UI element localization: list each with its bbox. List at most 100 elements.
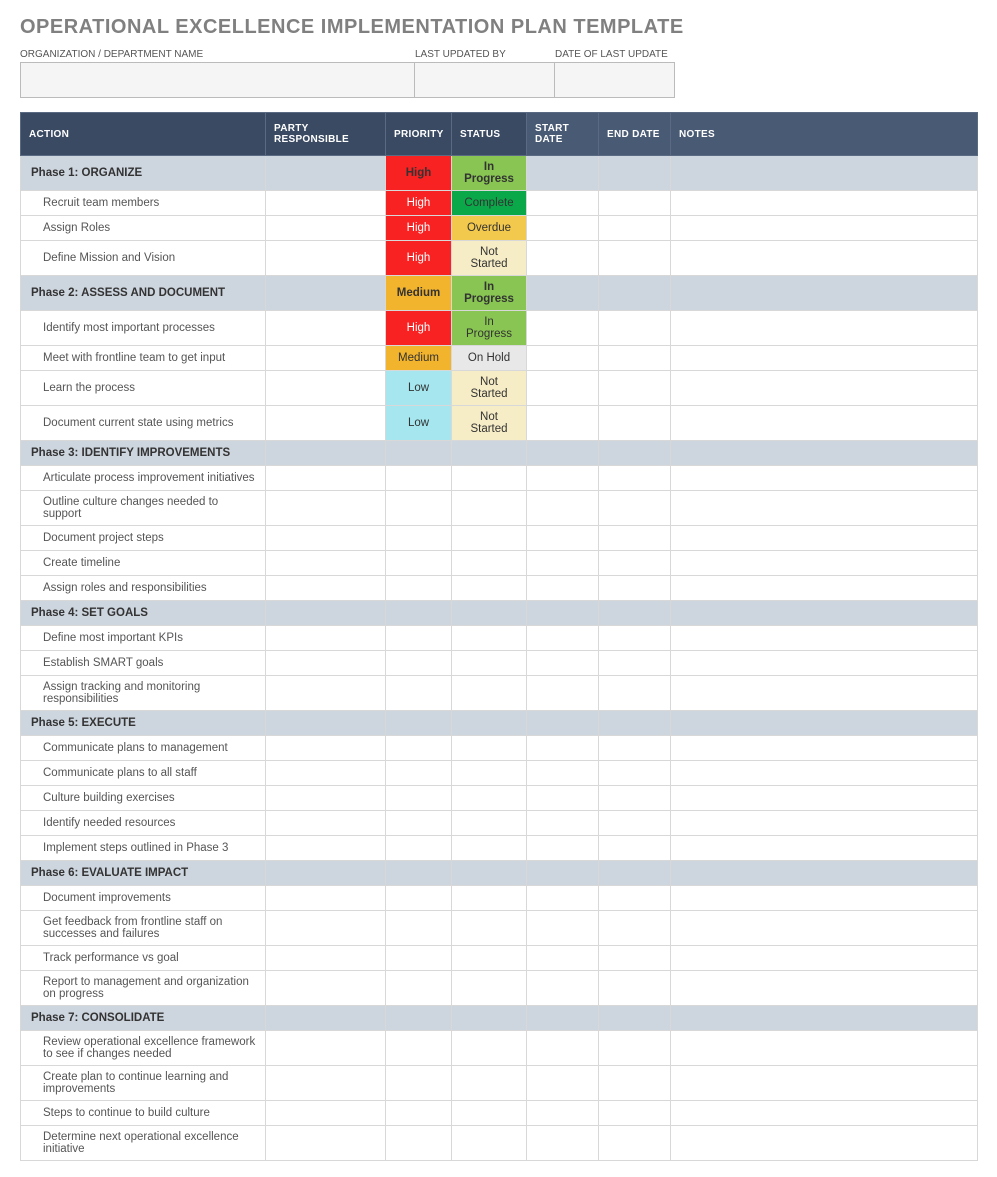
cell-party[interactable] (266, 811, 386, 836)
cell-action[interactable]: Assign roles and responsibilities (21, 576, 266, 601)
cell-priority[interactable] (386, 651, 452, 676)
cell-status[interactable] (452, 736, 527, 761)
cell-start[interactable] (527, 156, 599, 191)
cell-notes[interactable] (671, 971, 978, 1006)
cell-start[interactable] (527, 651, 599, 676)
cell-start[interactable] (527, 491, 599, 526)
cell-priority[interactable]: Medium (386, 276, 452, 311)
cell-end[interactable] (599, 441, 671, 466)
cell-priority[interactable] (386, 1006, 452, 1031)
cell-end[interactable] (599, 626, 671, 651)
cell-start[interactable] (527, 241, 599, 276)
cell-party[interactable] (266, 886, 386, 911)
cell-notes[interactable] (671, 191, 978, 216)
cell-start[interactable] (527, 551, 599, 576)
cell-end[interactable] (599, 576, 671, 601)
cell-party[interactable] (266, 946, 386, 971)
cell-start[interactable] (527, 1006, 599, 1031)
cell-status[interactable] (452, 551, 527, 576)
cell-status[interactable] (452, 711, 527, 736)
cell-party[interactable] (266, 1066, 386, 1101)
cell-notes[interactable] (671, 311, 978, 346)
cell-priority[interactable] (386, 1066, 452, 1101)
cell-action[interactable]: Phase 6: EVALUATE IMPACT (21, 861, 266, 886)
cell-action[interactable]: Phase 7: CONSOLIDATE (21, 1006, 266, 1031)
cell-start[interactable] (527, 911, 599, 946)
cell-party[interactable] (266, 441, 386, 466)
cell-priority[interactable]: High (386, 156, 452, 191)
cell-status[interactable] (452, 911, 527, 946)
cell-status[interactable] (452, 1006, 527, 1031)
cell-party[interactable] (266, 786, 386, 811)
cell-notes[interactable] (671, 651, 978, 676)
cell-status[interactable]: Overdue (452, 216, 527, 241)
cell-end[interactable] (599, 736, 671, 761)
meta-org-input[interactable] (20, 62, 415, 98)
cell-status[interactable] (452, 761, 527, 786)
cell-priority[interactable] (386, 1031, 452, 1066)
cell-priority[interactable]: High (386, 191, 452, 216)
cell-notes[interactable] (671, 811, 978, 836)
cell-notes[interactable] (671, 676, 978, 711)
cell-start[interactable] (527, 786, 599, 811)
cell-action[interactable]: Phase 2: ASSESS AND DOCUMENT (21, 276, 266, 311)
cell-action[interactable]: Recruit team members (21, 191, 266, 216)
cell-priority[interactable] (386, 491, 452, 526)
cell-priority[interactable] (386, 811, 452, 836)
cell-priority[interactable] (386, 1126, 452, 1161)
cell-action[interactable]: Phase 5: EXECUTE (21, 711, 266, 736)
cell-start[interactable] (527, 811, 599, 836)
cell-priority[interactable] (386, 736, 452, 761)
cell-action[interactable]: Document project steps (21, 526, 266, 551)
cell-action[interactable]: Get feedback from frontline staff on suc… (21, 911, 266, 946)
cell-status[interactable] (452, 651, 527, 676)
cell-party[interactable] (266, 346, 386, 371)
cell-end[interactable] (599, 1101, 671, 1126)
cell-status[interactable] (452, 946, 527, 971)
cell-start[interactable] (527, 1066, 599, 1101)
cell-action[interactable]: Identify most important processes (21, 311, 266, 346)
cell-priority[interactable] (386, 711, 452, 736)
cell-end[interactable] (599, 526, 671, 551)
cell-status[interactable] (452, 1101, 527, 1126)
cell-notes[interactable] (671, 241, 978, 276)
cell-start[interactable] (527, 971, 599, 1006)
cell-party[interactable] (266, 911, 386, 946)
cell-notes[interactable] (671, 946, 978, 971)
cell-priority[interactable] (386, 626, 452, 651)
cell-priority[interactable] (386, 676, 452, 711)
cell-start[interactable] (527, 576, 599, 601)
cell-priority[interactable] (386, 886, 452, 911)
cell-action[interactable]: Learn the process (21, 371, 266, 406)
cell-end[interactable] (599, 371, 671, 406)
cell-priority[interactable] (386, 576, 452, 601)
cell-priority[interactable] (386, 466, 452, 491)
cell-status[interactable] (452, 601, 527, 626)
cell-start[interactable] (527, 441, 599, 466)
cell-action[interactable]: Define Mission and Vision (21, 241, 266, 276)
cell-action[interactable]: Steps to continue to build culture (21, 1101, 266, 1126)
cell-end[interactable] (599, 651, 671, 676)
cell-priority[interactable] (386, 836, 452, 861)
cell-action[interactable]: Communicate plans to management (21, 736, 266, 761)
cell-status[interactable]: On Hold (452, 346, 527, 371)
cell-status[interactable] (452, 576, 527, 601)
cell-action[interactable]: Phase 3: IDENTIFY IMPROVEMENTS (21, 441, 266, 466)
cell-priority[interactable]: Medium (386, 346, 452, 371)
cell-notes[interactable] (671, 626, 978, 651)
cell-notes[interactable] (671, 1126, 978, 1161)
cell-status[interactable]: Complete (452, 191, 527, 216)
cell-end[interactable] (599, 946, 671, 971)
cell-party[interactable] (266, 711, 386, 736)
cell-end[interactable] (599, 711, 671, 736)
cell-action[interactable]: Report to management and organization on… (21, 971, 266, 1006)
cell-start[interactable] (527, 346, 599, 371)
cell-priority[interactable]: High (386, 216, 452, 241)
cell-party[interactable] (266, 836, 386, 861)
cell-notes[interactable] (671, 441, 978, 466)
cell-start[interactable] (527, 836, 599, 861)
cell-notes[interactable] (671, 371, 978, 406)
cell-end[interactable] (599, 811, 671, 836)
cell-notes[interactable] (671, 491, 978, 526)
cell-party[interactable] (266, 466, 386, 491)
